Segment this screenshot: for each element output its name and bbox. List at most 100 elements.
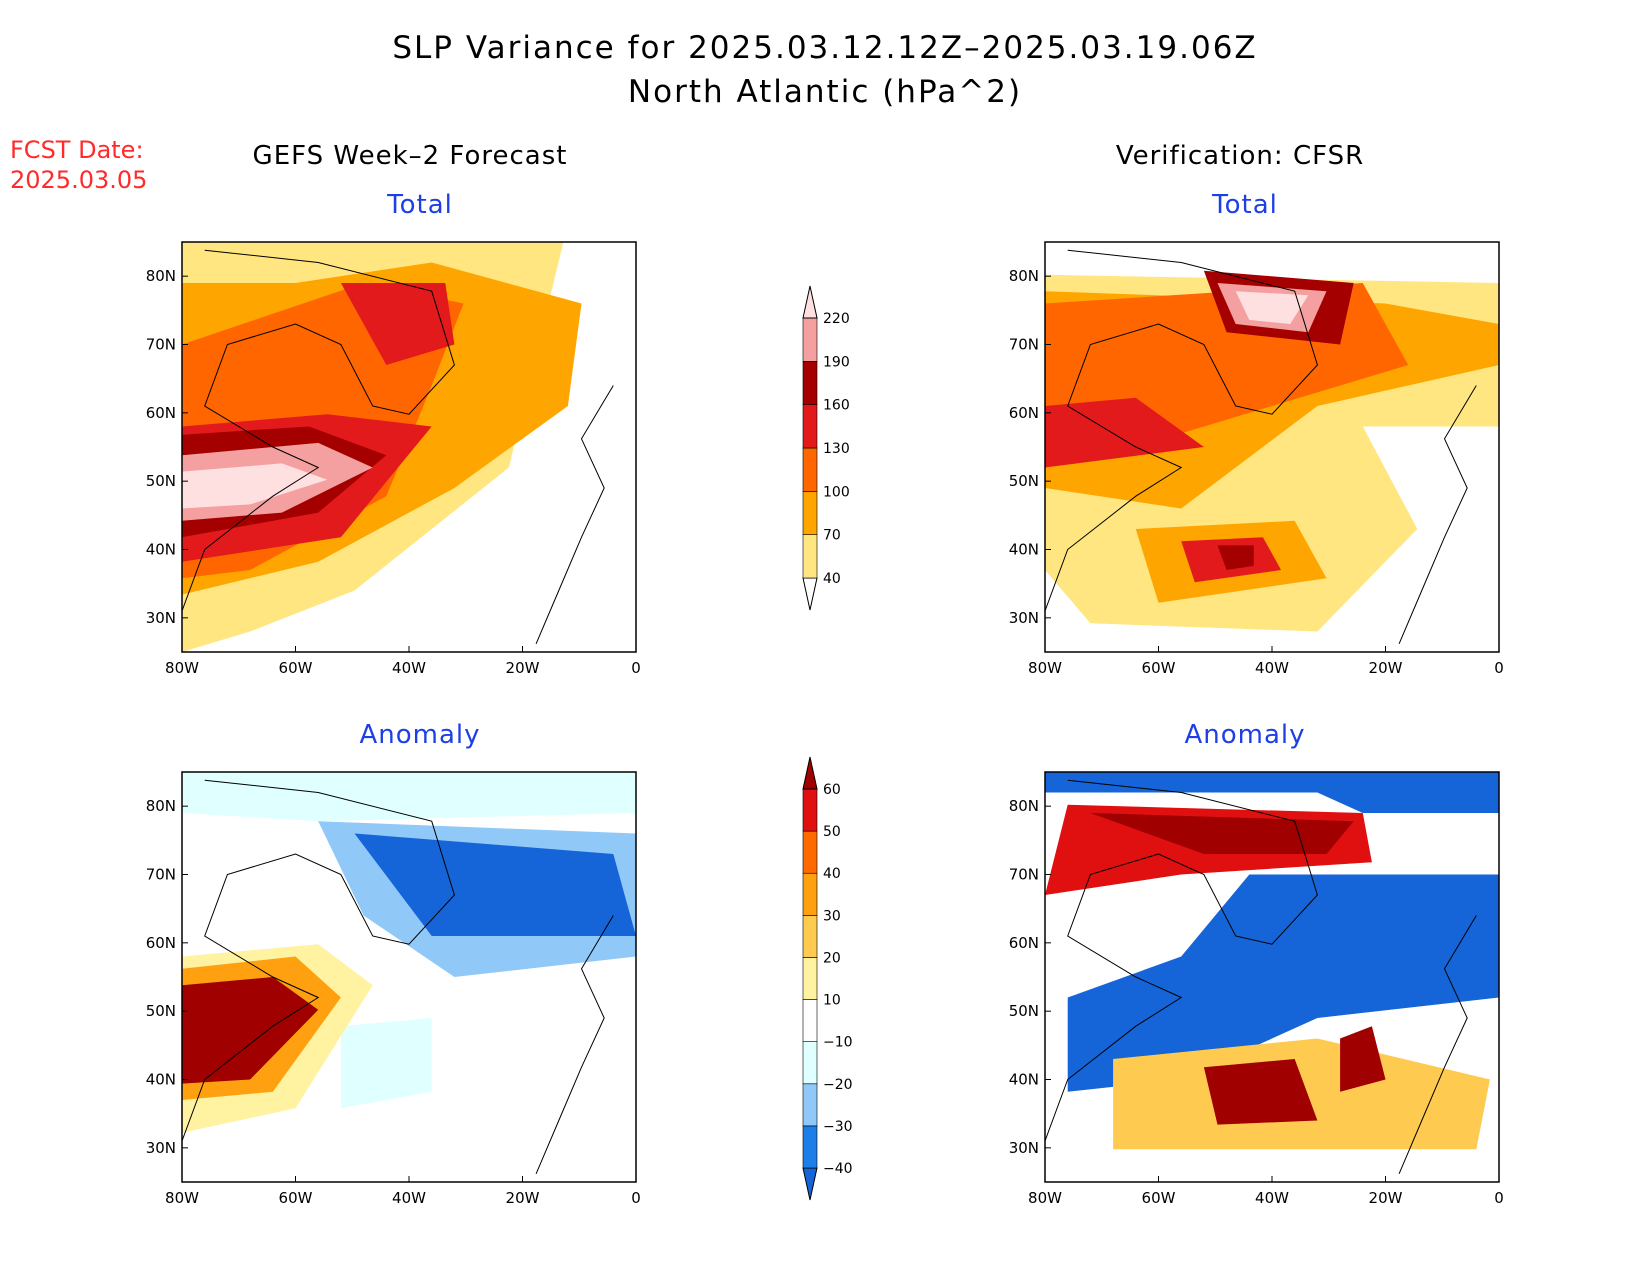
colorbar-end [802,1167,818,1201]
coastline-europe [535,915,614,1174]
contour-fill-0 [182,772,636,822]
x-tick-label: 80W [165,1189,199,1207]
colorbar-label: 50 [823,824,841,840]
colorbar-label: 10 [823,993,841,1009]
x-tick-label: 20W [506,659,540,677]
colorbar-label: 60 [823,782,841,798]
contour-fill-3 [340,283,455,365]
panel-forecast-total: 80W 60W 40W 20W 0 30N 40N 50N 60N 70N 80N [146,241,641,677]
x-tick-label: 20W [1369,659,1403,677]
y-tick-label: 60N [146,934,176,952]
chart-title: SLP Variance for 2025.03.12.12Z–2025.03.… [392,30,1258,66]
colorbar-label: 160 [823,398,850,414]
fcst-date-value: 2025.03.05 [10,166,148,194]
colorbar-label: 40 [823,866,841,882]
coastline [1045,249,1318,612]
colorbar-swatch [802,999,818,1042]
y-tick-label: 40N [146,541,176,559]
colorbar-swatch [802,404,818,449]
y-tick-label: 80N [1009,797,1039,815]
coastline [1045,779,1318,1142]
contour-fill-5 [1203,1059,1318,1125]
contour-fill-2 [354,833,636,936]
x-tick-label: 80W [1028,659,1062,677]
contour-fill-3 [340,1018,432,1109]
contour-fill-0 [1045,772,1499,813]
contour-fill-3 [1090,813,1354,854]
colorbar-swatch [802,1041,818,1085]
colorbar-swatch [802,1125,818,1169]
x-tick-label: 20W [506,1189,540,1207]
colorbar-swatch [802,872,818,916]
y-tick-label: 80N [1009,267,1039,285]
x-tick-label: 0 [631,1189,641,1207]
colorbar-label: 20 [823,950,841,966]
x-tick-label: 40W [1255,1189,1289,1207]
panel-title-forecast-anomaly: Anomaly [359,720,481,750]
y-tick-label: 50N [146,1002,176,1020]
coastline-europe [1398,915,1477,1174]
x-tick-label: 60W [1142,659,1176,677]
y-tick-label: 60N [1009,934,1039,952]
x-tick-label: 40W [392,659,426,677]
y-tick-label: 60N [146,404,176,422]
contour-fill-7 [182,463,328,509]
y-tick-label: 40N [1009,1071,1039,1089]
x-tick-label: 0 [1494,1189,1504,1207]
y-tick-label: 50N [1009,1002,1039,1020]
y-tick-label: 50N [146,472,176,490]
x-tick-label: 60W [1142,1189,1176,1207]
colorbar-label: 70 [823,528,841,544]
colorbar-label: −30 [823,1119,853,1135]
colorbar-label: −20 [823,1077,853,1093]
contour-fill-6 [182,977,319,1084]
colorbar-label: −10 [823,1035,853,1051]
colorbar-swatch [802,534,818,579]
chart-subtitle: North Atlantic (hPa^2) [627,74,1023,110]
colorbar-label: 220 [823,311,850,327]
x-tick-label: 40W [392,1189,426,1207]
colorbar-swatch [802,1083,818,1127]
y-tick-label: 80N [146,267,176,285]
panel-title-forecast-total: Total [387,190,453,220]
y-tick-label: 30N [146,609,176,627]
y-tick-label: 70N [146,336,176,354]
colorbar-swatch [802,317,818,362]
y-tick-label: 70N [1009,336,1039,354]
colorbar-end [802,577,818,611]
coastline [182,249,455,612]
contour-fill-9 [1217,545,1254,570]
y-tick-label: 70N [146,866,176,884]
colorbar-end [802,756,818,790]
contour-fill-6 [1340,1026,1386,1092]
column-title-verification: Verification: CFSR [1115,141,1365,171]
panel-title-verification-total: Total [1212,190,1278,220]
x-tick-label: 20W [1369,1189,1403,1207]
contour-fill-6 [1235,291,1309,324]
colorbar-label: 30 [823,908,841,924]
coastline-europe [1398,385,1477,644]
x-tick-label: 0 [1494,659,1504,677]
colorbar-swatch [802,447,818,492]
fcst-date-label: FCST Date: [10,136,144,164]
colorbar-swatch [802,830,818,874]
column-title-forecast: GEFS Week–2 Forecast [252,141,568,171]
colorbar-swatch [802,957,818,1000]
colorbar-swatch [802,491,818,535]
x-tick-label: 60W [279,1189,313,1207]
y-tick-label: 30N [1009,1139,1039,1157]
colorbar-label: 130 [823,441,850,457]
colorbar-swatch [802,788,818,832]
x-tick-label: 0 [631,659,641,677]
x-tick-label: 60W [279,659,313,677]
colorbar-label: 40 [823,571,841,587]
x-tick-label: 40W [1255,659,1289,677]
panel-verification-total: 80W 60W 40W 20W 0 30N 40N 50N 60N 70N 80N [1009,241,1504,677]
colorbar-label: 100 [823,484,850,500]
colorbar-swatch [802,361,818,405]
coastline [182,779,455,1142]
coastline-europe [535,385,614,644]
y-tick-label: 40N [1009,541,1039,559]
contour-fill-3 [1045,397,1204,468]
panel-forecast-anomaly: 80W 60W 40W 20W 0 30N 40N 50N 60N 70N 80N [146,771,641,1207]
